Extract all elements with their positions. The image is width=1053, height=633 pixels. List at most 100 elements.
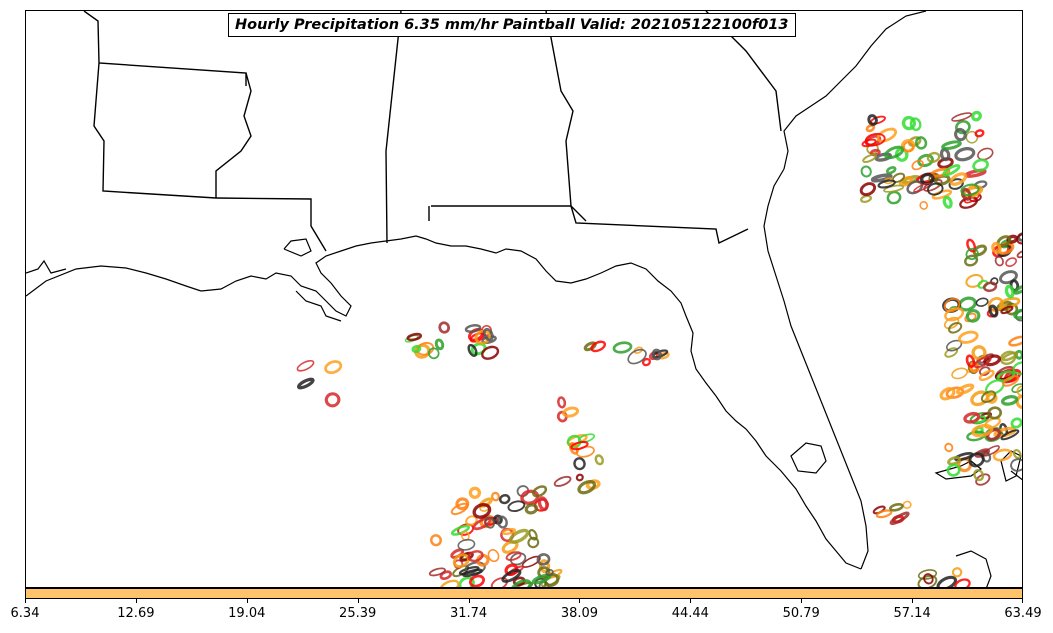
- paintball-blob: [557, 396, 567, 409]
- coastline-segment: [200, 235, 717, 397]
- paintball-blob: [575, 473, 584, 482]
- paintball-blob: [465, 515, 478, 526]
- paintball-blob: [889, 511, 910, 526]
- colorbar-tick: [1022, 599, 1023, 603]
- colorbar-tick-label: 57.14: [893, 606, 931, 621]
- paintball-blob: [865, 124, 876, 133]
- colorbar-tick-label: 12.69: [117, 606, 155, 621]
- state-boundary: [545, 11, 587, 222]
- coastline-segment: [295, 290, 342, 322]
- paintball-blob: [960, 183, 980, 197]
- paintball-blob: [1013, 308, 1022, 320]
- map-title: Hourly Precipitation 6.35 mm/hr Paintbal…: [228, 13, 796, 37]
- paintball-blob: [977, 147, 994, 161]
- paintball-blob: [470, 342, 487, 356]
- paintball-blob: [1012, 361, 1022, 375]
- paintball-blob: [498, 493, 511, 505]
- paintball-blob: [973, 469, 985, 482]
- paintball-blob: [1000, 395, 1019, 406]
- colorbar-tick: [912, 599, 913, 603]
- paintball-blob: [537, 496, 549, 512]
- lake-okeechobee: [790, 442, 827, 474]
- paintball-blob: [883, 184, 905, 193]
- bahamas-island: [955, 550, 992, 587]
- paintball-blob: [1000, 429, 1020, 441]
- paintball-blob: [971, 110, 982, 122]
- paintball-blob: [968, 452, 985, 468]
- paintball-blob: [972, 158, 989, 172]
- colorbar-tick: [690, 599, 691, 603]
- paintball-blob: [464, 324, 482, 333]
- paintball-blob: [1013, 282, 1022, 295]
- paintball-blob: [430, 534, 442, 547]
- paintball-blob: [956, 383, 975, 395]
- paintball-blob: [983, 354, 1002, 367]
- paintball-blob: [573, 457, 586, 471]
- paintball-blob: [951, 112, 972, 122]
- paintball-blob: [965, 273, 984, 288]
- paintball-blob: [966, 238, 977, 253]
- paintball-blob: [469, 574, 485, 587]
- coastline-segment: [783, 11, 927, 170]
- paintball-blob: [406, 332, 423, 342]
- paintball-blob: [942, 195, 953, 209]
- paintball-blob: [474, 329, 492, 345]
- paintball-blob: [536, 553, 551, 566]
- paintball-blob: [1002, 375, 1020, 387]
- paintball-blob: [504, 563, 519, 577]
- paintball-blob: [627, 348, 647, 365]
- paintball-blob: [986, 392, 998, 404]
- paintball-blob: [1001, 351, 1018, 362]
- paintball-blob: [508, 528, 530, 544]
- paintball-blob: [562, 406, 580, 418]
- paintball-blob: [965, 354, 976, 368]
- paintball-blob: [487, 549, 500, 563]
- paintball-blob: [954, 147, 976, 162]
- colorbar: [25, 588, 1023, 599]
- coastline-segment: [26, 259, 67, 274]
- paintball-blob: [972, 244, 988, 257]
- paintball-blob: [296, 359, 315, 372]
- paintball-blob: [954, 578, 971, 587]
- bahamas-island: [1000, 450, 1022, 482]
- paintball-blob: [946, 463, 961, 477]
- paintball-blob: [903, 141, 914, 153]
- paintball-blob: [994, 255, 1004, 267]
- paintball-blob: [472, 517, 492, 531]
- paintball-blob: [1015, 394, 1022, 410]
- paintball-blob: [974, 129, 985, 138]
- paintball-blob: [942, 164, 961, 177]
- paintball-blob: [324, 392, 341, 408]
- paintball-blob: [877, 179, 896, 189]
- colorbar-tick-label: 63.49: [1004, 606, 1042, 621]
- paintball-blob: [1005, 302, 1019, 316]
- state-boundary: [431, 205, 749, 245]
- paintball-blob: [939, 147, 951, 162]
- colorbar-tick-label: 38.09: [560, 606, 599, 621]
- paintball-blob: [434, 338, 445, 351]
- state-boundary: [83, 11, 247, 199]
- paintball-blob: [991, 241, 1002, 254]
- paintball-blob: [951, 567, 963, 578]
- paintball-blob: [902, 500, 912, 509]
- paintball-blob: [923, 573, 934, 585]
- paintball-blob: [509, 552, 527, 566]
- paintball-blob: [1008, 335, 1022, 347]
- paintball-blob: [570, 440, 589, 451]
- colorbar-tick-label: 6.34: [10, 606, 40, 621]
- paintball-blob: [936, 575, 958, 587]
- paintball-blob: [963, 411, 981, 424]
- paintball-blob: [467, 550, 484, 563]
- colorbar-tick: [358, 599, 359, 603]
- paintball-blob: [532, 485, 548, 498]
- paintball-blob: [876, 127, 898, 143]
- paintball-blob: [964, 254, 979, 267]
- paintball-blob: [988, 304, 999, 318]
- colorbar-tick: [136, 599, 137, 603]
- paintball-blob: [911, 159, 924, 171]
- paintball-blob: [947, 456, 961, 466]
- paintball-blob: [462, 568, 483, 578]
- state-boundary: [385, 11, 402, 244]
- paintball-blob: [889, 502, 904, 512]
- paintball-blob: [917, 153, 934, 168]
